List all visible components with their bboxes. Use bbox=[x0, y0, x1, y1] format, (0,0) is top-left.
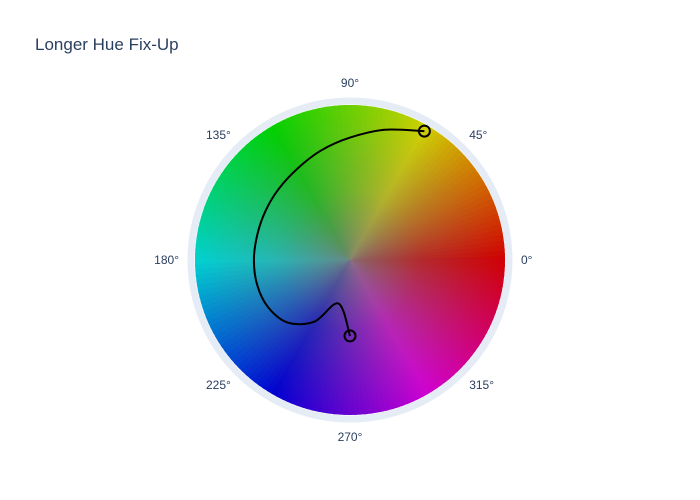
angular-tick-label: 180° bbox=[154, 253, 179, 267]
polar-frame bbox=[187, 97, 513, 423]
angular-tick-label: 315° bbox=[469, 378, 494, 392]
trace-end-marker bbox=[343, 329, 357, 343]
angular-tick-label: 45° bbox=[469, 128, 487, 142]
hue-path-trace bbox=[252, 124, 431, 343]
angular-tick-label: 90° bbox=[341, 76, 359, 90]
trace-line bbox=[252, 128, 425, 337]
polar-frame-ring bbox=[187, 97, 513, 423]
angular-tick-label: 225° bbox=[206, 378, 231, 392]
wheel-center-desaturation bbox=[194, 104, 506, 416]
trace-start-marker bbox=[417, 124, 431, 138]
chart-title: Longer Hue Fix-Up bbox=[35, 35, 179, 54]
angular-tick-label: 135° bbox=[206, 128, 231, 142]
angular-tick-label: 270° bbox=[338, 430, 363, 444]
angular-tick-label: 0° bbox=[521, 253, 533, 267]
angular-tick-labels: 0° 45° 90° 135° 180° 225° 270° 315° bbox=[154, 76, 533, 444]
